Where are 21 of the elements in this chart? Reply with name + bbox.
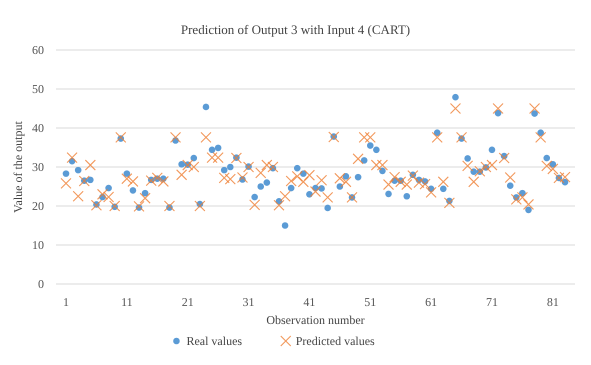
y-tick-label: 30 (32, 160, 44, 174)
x-tick-label: 81 (546, 295, 559, 309)
y-tick-label: 50 (32, 82, 44, 96)
x-tick-label: 51 (364, 295, 376, 309)
x-tick-label: 41 (303, 295, 316, 309)
legend-label: Predicted values (296, 334, 376, 348)
x-tick-label: 31 (242, 295, 255, 309)
x-tick-label: 21 (182, 295, 194, 309)
x-tick-label: 11 (121, 295, 133, 309)
x-tick-label: 61 (425, 295, 438, 309)
chart-title: Prediction of Output 3 with Input 4 (CART) (180, 22, 410, 37)
y-tick-label: 20 (32, 199, 44, 213)
y-tick-label: 0 (38, 277, 44, 291)
legend-label: Real values (186, 334, 242, 348)
x-axis-title: Observation number (266, 313, 365, 327)
y-tick-label: 40 (32, 121, 44, 135)
x-tick-label: 71 (486, 295, 498, 309)
y-tick-label: 10 (32, 238, 44, 252)
y-tick-label: 60 (32, 43, 44, 57)
x-tick-label: 1 (63, 295, 69, 309)
y-axis-title: Value of the output (11, 120, 25, 213)
